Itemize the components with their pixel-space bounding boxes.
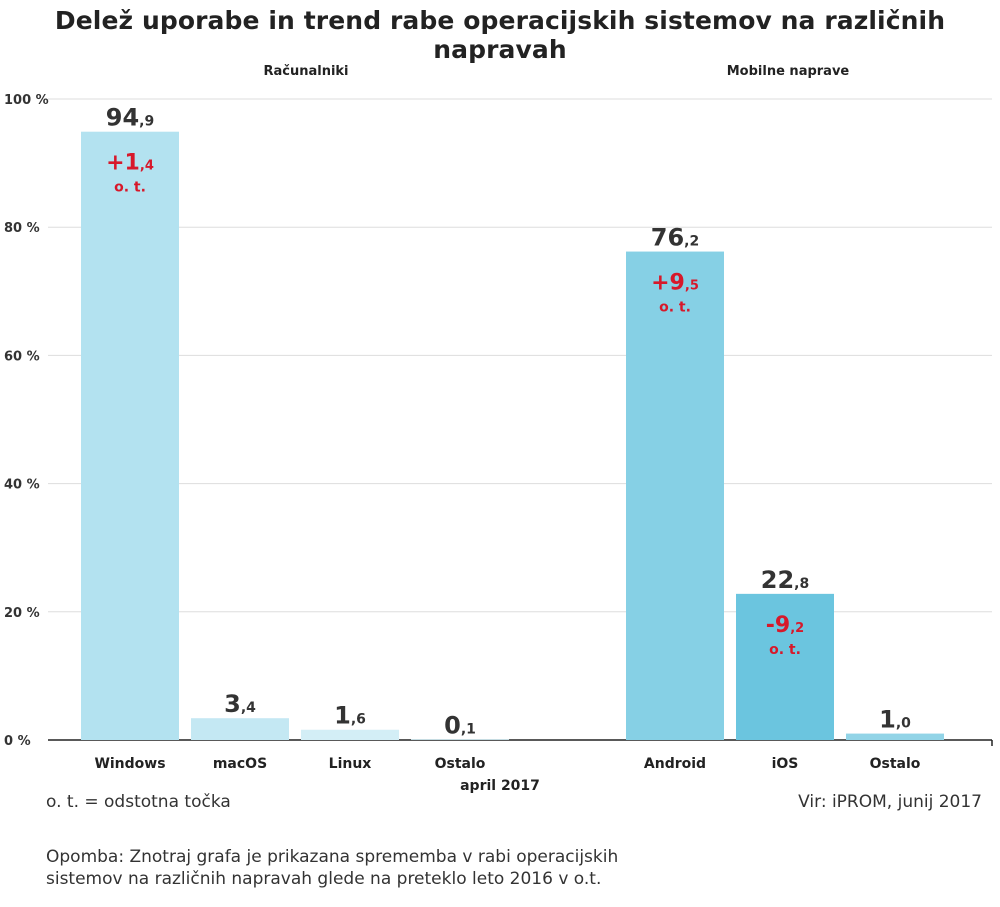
- legend-note: o. t. = odstotna točka: [46, 792, 231, 812]
- change-label: +9,5: [651, 271, 699, 296]
- group-label: Mobilne naprave: [727, 64, 850, 79]
- footnote: Opomba: Znotraj grafa je prikazana sprem…: [46, 846, 746, 890]
- change-unit-label: o. t.: [114, 180, 146, 196]
- bar: [626, 251, 724, 741]
- footnote-line: sistemov na različnih napravah glede na …: [46, 869, 602, 889]
- y-tick-label: 0 %: [4, 734, 31, 749]
- category-label: Windows: [94, 756, 165, 772]
- chart-title: Delež uporabe in trend rabe operacijskih…: [54, 6, 946, 64]
- category-label: Ostalo: [870, 756, 921, 772]
- y-tick-label: 60 %: [4, 349, 40, 364]
- bar: [301, 729, 399, 740]
- data-label: 76,2: [651, 224, 699, 252]
- x-axis-label: april 2017: [460, 778, 540, 794]
- category-label: Android: [644, 756, 706, 772]
- data-label: 22,8: [761, 566, 809, 594]
- change-unit-label: o. t.: [659, 300, 691, 316]
- source-note: Vir: iPROM, junij 2017: [798, 792, 982, 812]
- y-tick-label: 80 %: [4, 221, 40, 236]
- bar-chart: 0 % 20 % 40 % 60 % 80 % 100 % Računalniki 94,9 +…: [4, 64, 993, 794]
- data-label: 3,4: [224, 690, 256, 718]
- bar: [81, 131, 179, 741]
- y-tick-label: 100 %: [4, 93, 49, 108]
- y-tick-label: 40 %: [4, 478, 40, 493]
- bar: [736, 593, 834, 740]
- change-unit-label: o. t.: [769, 642, 801, 658]
- footnote-line: Opomba: Znotraj grafa je prikazana sprem…: [46, 847, 619, 867]
- data-label: 94,9: [106, 104, 154, 132]
- data-label: 0,1: [444, 711, 476, 739]
- bar: [846, 733, 944, 740]
- category-label: Ostalo: [435, 756, 486, 772]
- category-label: macOS: [213, 756, 267, 772]
- group-label: Računalniki: [263, 64, 348, 79]
- data-label: 1,0: [879, 706, 911, 734]
- data-label: 1,6: [334, 702, 366, 730]
- change-label: -9,2: [766, 613, 804, 638]
- category-label: Linux: [329, 756, 372, 772]
- change-label: +1,4: [106, 151, 154, 176]
- category-label: iOS: [772, 756, 799, 772]
- y-tick-label: 20 %: [4, 606, 40, 621]
- bar: [191, 718, 289, 740]
- bar: [411, 739, 509, 740]
